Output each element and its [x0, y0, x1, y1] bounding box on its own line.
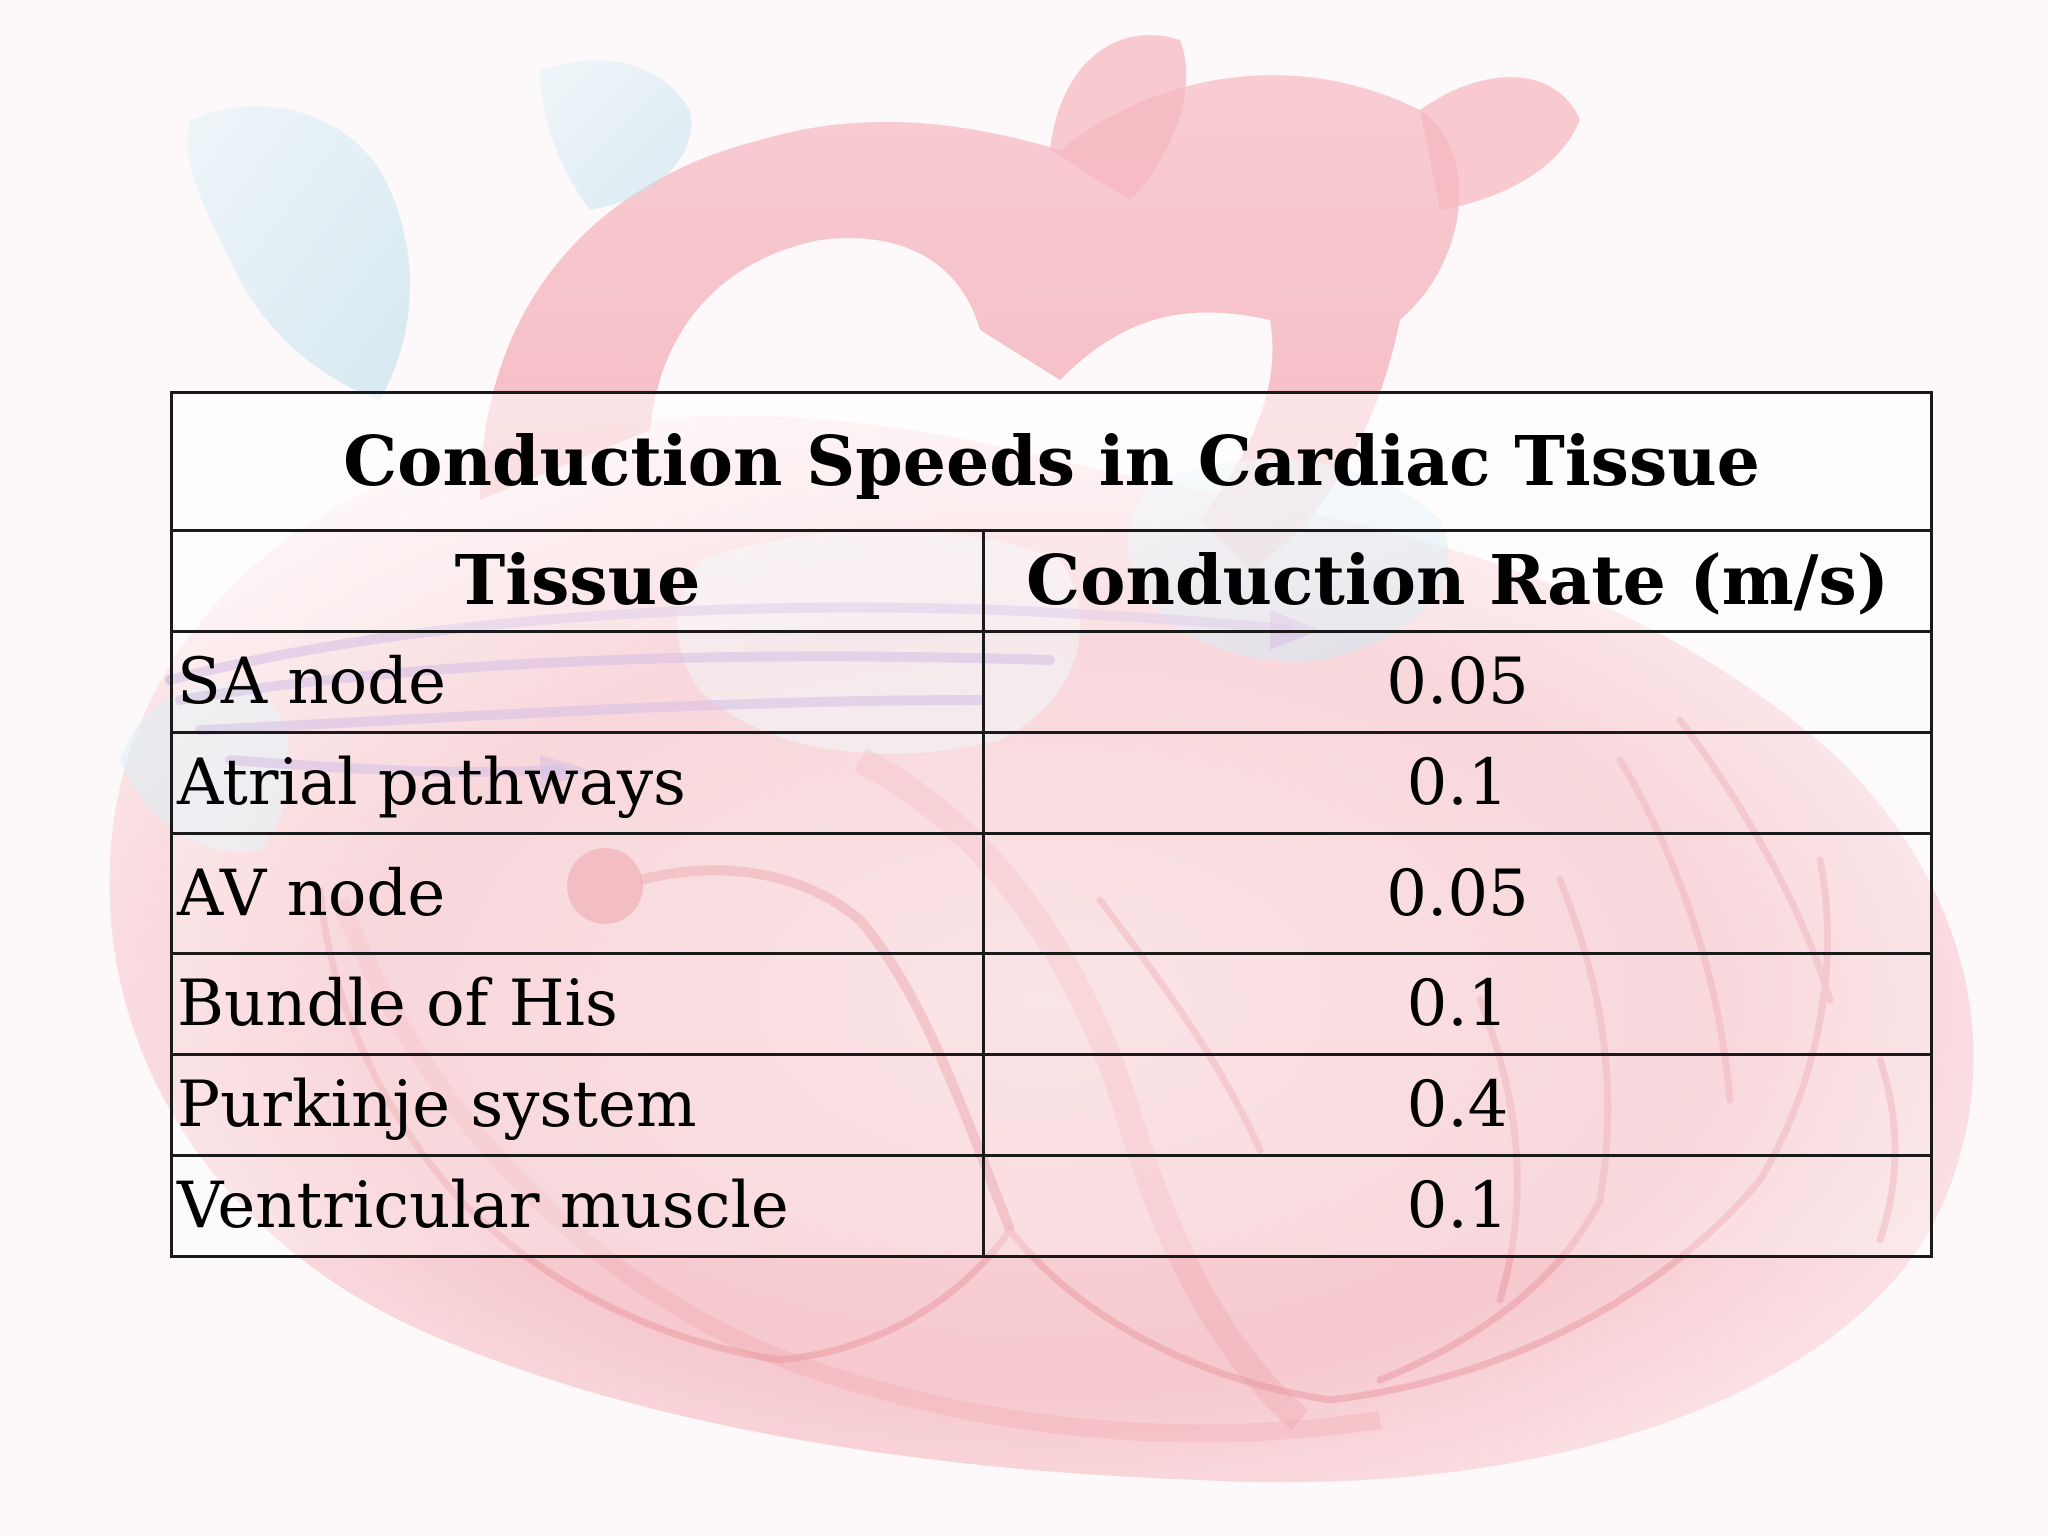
table-row: Bundle of His 0.1	[170, 952, 1934, 1056]
table-title: Conduction Speeds in Cardiac Tissue	[169, 391, 1934, 532]
table-row: Ventricular muscle 0.1	[170, 1154, 1934, 1258]
column-header-conduction-rate: Conduction Rate (m/s)	[981, 529, 1934, 633]
rate-cell: 0.1	[981, 731, 1934, 835]
tissue-cell: SA node	[170, 630, 985, 734]
column-header-tissue: Tissue	[170, 529, 985, 633]
rate-cell: 0.4	[981, 1053, 1934, 1157]
tissue-cell: Purkinje system	[170, 1053, 985, 1157]
rate-cell: 0.1	[981, 952, 1934, 1056]
rate-cell: 0.05	[981, 832, 1934, 955]
table-row: Purkinje system 0.4	[170, 1053, 1934, 1157]
table-row: AV node 0.05	[170, 832, 1934, 955]
tissue-cell: Atrial pathways	[170, 731, 985, 835]
table-row: Atrial pathways 0.1	[170, 731, 1934, 835]
rate-cell: 0.1	[981, 1154, 1934, 1258]
tissue-cell: AV node	[170, 832, 985, 955]
table-title-row: Conduction Speeds in Cardiac Tissue	[169, 391, 1934, 532]
conduction-speeds-table: Conduction Speeds in Cardiac Tissue Tiss…	[169, 391, 1934, 1258]
conduction-table-container: Conduction Speeds in Cardiac Tissue Tiss…	[169, 391, 1934, 1258]
tissue-cell: Ventricular muscle	[170, 1154, 985, 1258]
rate-cell: 0.05	[981, 630, 1934, 734]
table-header-row: Tissue Conduction Rate (m/s)	[170, 529, 1934, 633]
table-row: SA node 0.05	[170, 630, 1934, 734]
tissue-cell: Bundle of His	[170, 952, 985, 1056]
